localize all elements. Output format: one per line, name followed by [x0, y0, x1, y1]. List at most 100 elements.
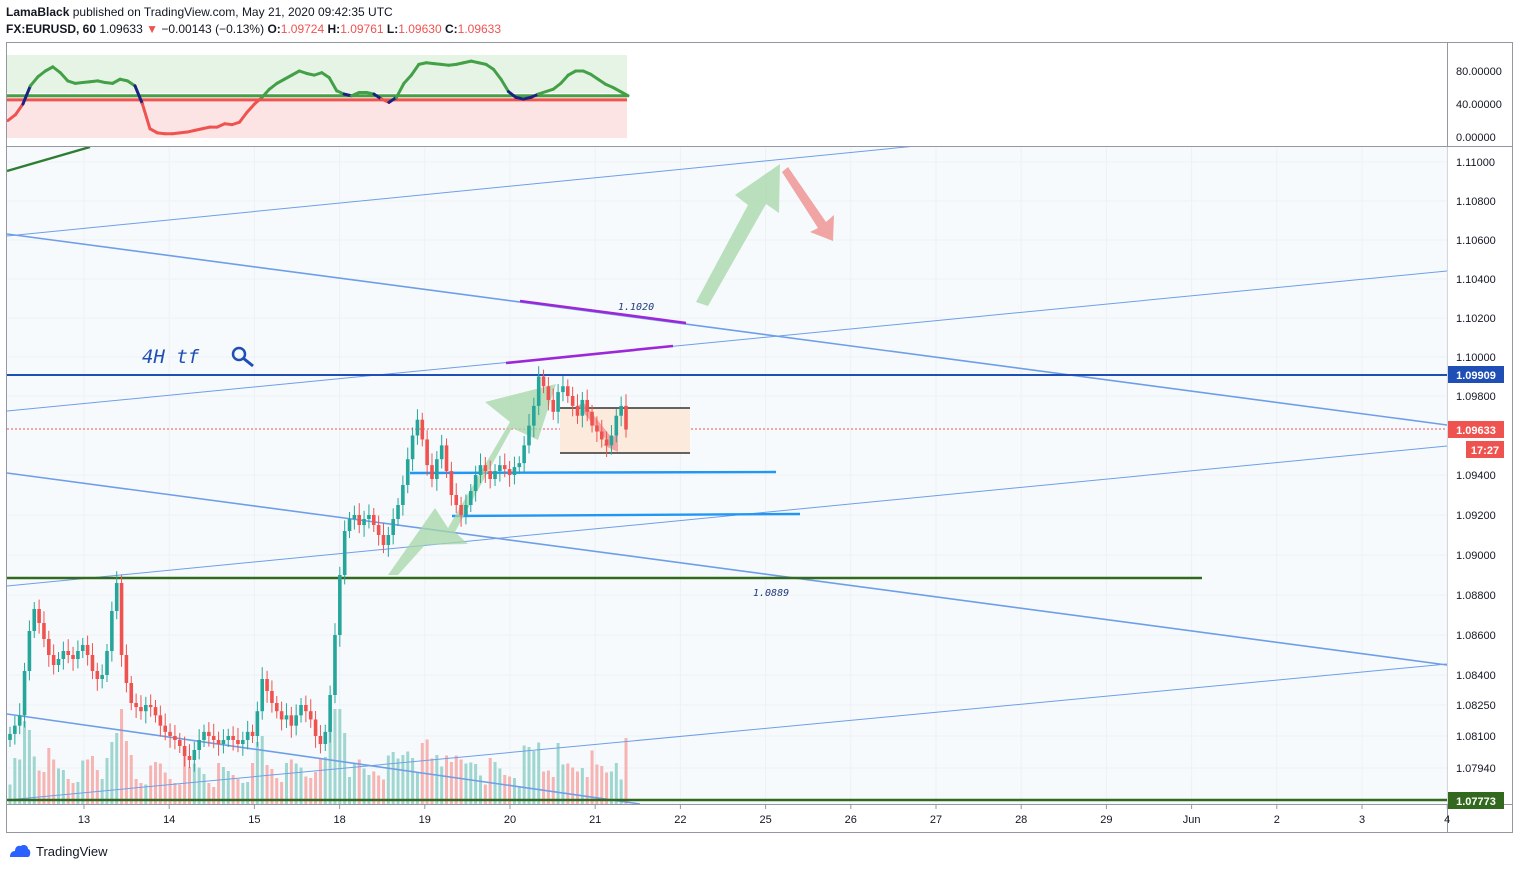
volume-bar: [474, 764, 478, 804]
time-tick-label: 15: [248, 814, 260, 826]
osc-segment: [133, 84, 144, 106]
volume-bar: [13, 758, 17, 804]
candle-body: [114, 583, 119, 611]
candle-body: [231, 736, 235, 740]
volume-bar: [226, 771, 230, 804]
candle-body: [551, 399, 556, 412]
volume-bar: [265, 765, 269, 804]
volume-bar: [202, 774, 206, 804]
green-arrow-up-2[interactable]: [696, 164, 780, 306]
candle-body: [483, 465, 488, 472]
publish-info: published on TradingView.com, May 21, 20…: [72, 5, 393, 19]
volume-bar: [372, 771, 376, 804]
candle-body: [498, 465, 502, 472]
symbol-label[interactable]: FX:EURUSD, 60: [6, 22, 97, 36]
candle-body: [61, 651, 66, 659]
volume-bar: [532, 751, 536, 804]
candle-body: [347, 519, 352, 531]
channel-line-top[interactable]: [7, 146, 916, 237]
high-value: 1.09761: [340, 22, 384, 36]
red-arrow-down-1[interactable]: [782, 167, 834, 241]
candle-body: [536, 376, 541, 406]
volume-bar: [328, 731, 332, 804]
candle-body: [260, 679, 265, 712]
volume-bar: [61, 770, 65, 804]
bottom-descending-trendline[interactable]: [7, 713, 641, 804]
candle-body: [158, 715, 163, 726]
candle-body: [405, 459, 410, 485]
candle-body: [37, 609, 41, 623]
volume-bar: [445, 755, 449, 804]
green-arrow-up-1[interactable]: [388, 384, 556, 575]
volume-bar: [246, 782, 250, 804]
tradingview-branding[interactable]: TradingView: [8, 843, 108, 859]
candle-body: [95, 671, 100, 679]
candle-body: [197, 740, 201, 750]
candle-body: [202, 731, 206, 740]
price-tick-label: 1.09800: [1456, 391, 1496, 403]
volume-bar: [585, 777, 589, 804]
volume-bar: [362, 768, 366, 804]
last-price: 1.09633: [99, 22, 143, 36]
volume-bar: [139, 783, 143, 804]
volume-bar: [546, 770, 550, 804]
low-value: 1.09630: [398, 22, 442, 36]
volume-bar: [120, 709, 124, 804]
osc-tick-label: 0.00000: [1456, 132, 1496, 144]
volume-bar: [333, 709, 337, 804]
green-trendline-top[interactable]: [7, 147, 91, 173]
price-tick-label: 1.10200: [1456, 313, 1496, 325]
candle-body: [565, 386, 570, 396]
volume-bar: [449, 762, 453, 804]
time-tick-label: 27: [930, 814, 942, 826]
candle-body: [512, 467, 517, 475]
volume-bar: [386, 755, 390, 804]
volume-bar: [241, 783, 245, 804]
volume-bar: [595, 764, 599, 804]
candle-body: [473, 475, 478, 491]
osc-segment: [409, 62, 421, 77]
purple-line-upper[interactable]: [519, 299, 687, 325]
osc-tick-label: 80.00000: [1456, 66, 1502, 78]
upper-descending-trendline[interactable]: [7, 233, 1447, 426]
candle-body: [449, 471, 454, 495]
lower-descending-trendline[interactable]: [7, 472, 1447, 666]
candle-body: [362, 519, 366, 525]
volume-bar: [522, 745, 526, 804]
time-tick-label: 13: [78, 814, 90, 826]
volume-bar: [163, 772, 167, 804]
countdown-text: 17:27: [1471, 445, 1499, 457]
osc-segment: [7, 113, 17, 122]
volume-bar: [498, 768, 502, 804]
volume-bar: [217, 763, 221, 804]
candle-body: [624, 405, 628, 430]
candle-body: [148, 705, 153, 708]
channel-line-bottom[interactable]: [7, 663, 1447, 801]
chart-frame: [6, 42, 1513, 833]
candle-body: [328, 695, 332, 732]
osc-segment: [551, 81, 563, 91]
volume-bar: [187, 767, 191, 804]
channel-line-low[interactable]: [7, 445, 1447, 587]
channel-line-mid[interactable]: [7, 270, 1447, 412]
volume-bar: [406, 751, 410, 804]
countdown-tag: [1466, 441, 1504, 458]
candle-body: [352, 515, 357, 519]
author-name[interactable]: LamaBlack: [6, 5, 70, 19]
resistance-price-text: 1.09909: [1456, 370, 1496, 382]
volume-bar: [183, 755, 187, 804]
blue-level-lower[interactable]: [451, 512, 801, 518]
candle-body: [522, 445, 526, 464]
blue-level-upper[interactable]: [409, 470, 777, 475]
candle-body: [532, 405, 536, 426]
open-label: O:: [267, 22, 281, 36]
close-value: 1.09633: [457, 22, 502, 36]
volume-bar: [32, 756, 36, 804]
volume-bar: [255, 742, 259, 804]
purple-line-lower[interactable]: [505, 344, 674, 365]
volume-bar: [304, 776, 308, 804]
time-tick-label: 14: [163, 814, 175, 826]
price-tick-label: 1.08400: [1456, 670, 1496, 682]
volume-bar: [614, 763, 618, 804]
